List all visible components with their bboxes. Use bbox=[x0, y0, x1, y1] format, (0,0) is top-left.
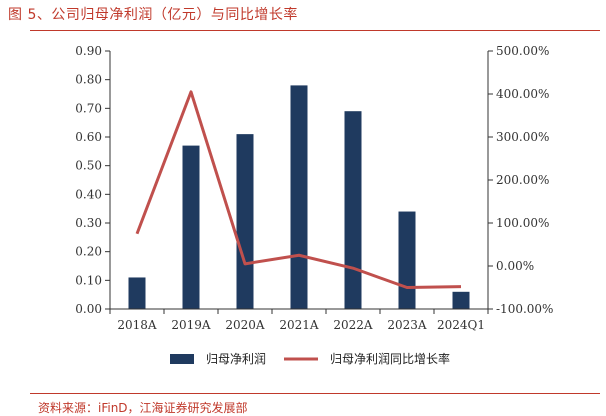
left-tick-label: 0.50 bbox=[75, 159, 102, 173]
legend-label-bar: 归母净利润 bbox=[206, 352, 266, 366]
source-rule bbox=[30, 393, 600, 394]
bar bbox=[128, 277, 146, 309]
bar bbox=[236, 134, 254, 309]
legend-label-line: 归母净利润同比增长率 bbox=[330, 351, 450, 366]
right-tick-label: -100.00% bbox=[496, 302, 553, 316]
right-tick-label: 300.00% bbox=[496, 130, 549, 144]
left-tick-label: 0.30 bbox=[75, 216, 102, 230]
x-tick-label: 2019A bbox=[171, 318, 211, 332]
right-tick-label: 0.00% bbox=[496, 259, 534, 273]
title-rule bbox=[30, 30, 600, 31]
line-series bbox=[135, 90, 462, 289]
x-tick-label: 2022A bbox=[333, 318, 373, 332]
left-tick-label: 0.00 bbox=[75, 302, 102, 316]
legend: 归母净利润 归母净利润同比增长率 bbox=[170, 351, 450, 366]
left-y-axis: 0.00 0.10 0.20 0.30 0.40 0.50 0.60 0.70 0.80 0.90 bbox=[75, 44, 111, 316]
right-y-axis: -100.00% 0.00% 100.00% 200.00% 300.00% 400.00… bbox=[487, 44, 553, 316]
right-tick-label: 200.00% bbox=[496, 173, 549, 187]
left-tick-label: 0.80 bbox=[75, 73, 102, 87]
bar bbox=[398, 211, 416, 309]
bar bbox=[452, 291, 470, 309]
left-tick-label: 0.40 bbox=[75, 187, 102, 201]
figure-title: 图 5、公司归母净利润（亿元）与同比增长率 bbox=[8, 7, 298, 23]
bar bbox=[344, 111, 362, 309]
right-tick-label: 400.00% bbox=[496, 87, 549, 101]
growth-line bbox=[135, 90, 462, 289]
left-tick-label: 0.60 bbox=[75, 130, 102, 144]
bar bbox=[182, 145, 200, 309]
x-axis: 2018A 2019A 2020A 2021A 2022A 2023A 2024Q1 bbox=[109, 308, 489, 332]
right-tick-label: 100.00% bbox=[496, 216, 549, 230]
left-tick-label: 0.90 bbox=[75, 44, 102, 58]
left-tick-label: 0.70 bbox=[75, 101, 102, 115]
right-tick-label: 500.00% bbox=[496, 44, 549, 58]
x-tick-label: 2023A bbox=[387, 318, 427, 332]
x-tick-label: 2024Q1 bbox=[437, 318, 485, 332]
bar bbox=[290, 85, 308, 310]
left-tick-label: 0.10 bbox=[75, 273, 102, 287]
left-tick-label: 0.20 bbox=[75, 245, 102, 259]
x-tick-label: 2021A bbox=[279, 318, 319, 332]
x-tick-label: 2020A bbox=[225, 318, 265, 332]
source-note: 资料来源：iFinD，江海证券研究发展部 bbox=[38, 401, 248, 415]
x-tick-label: 2018A bbox=[117, 318, 157, 332]
legend-swatch-bar bbox=[170, 354, 194, 364]
